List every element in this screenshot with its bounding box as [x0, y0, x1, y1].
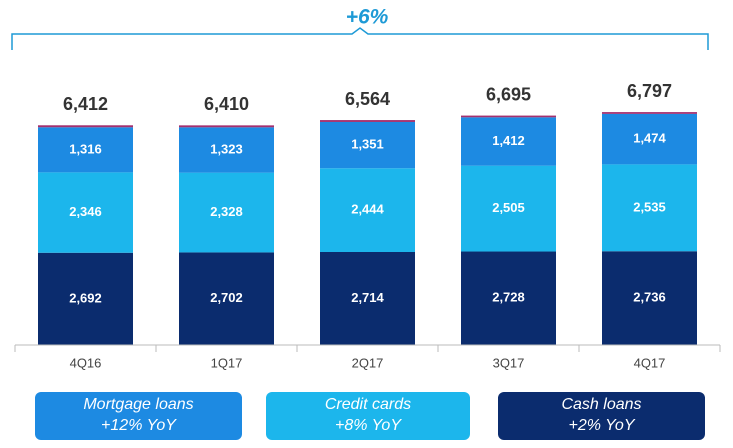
- legend-box: [498, 392, 705, 440]
- value-label: 2,328: [210, 204, 243, 219]
- bar-segment: [38, 252, 133, 345]
- bar-segment: [602, 164, 697, 252]
- total-label: 6,564: [345, 89, 390, 109]
- value-label: 2,692: [69, 290, 102, 305]
- total-label: 6,410: [204, 94, 249, 114]
- bar-segment: [320, 252, 415, 345]
- bar-segment: [320, 120, 415, 122]
- value-label: 1,351: [351, 137, 384, 152]
- x-tick-label: 4Q16: [70, 355, 102, 370]
- x-tick-label: 2Q17: [352, 355, 384, 370]
- value-label: 2,714: [351, 290, 384, 305]
- value-label: 1,474: [633, 131, 666, 146]
- bar-segment: [179, 125, 274, 128]
- value-label: 1,412: [492, 133, 525, 148]
- bar-segment: [320, 168, 415, 253]
- bar-segment: [602, 112, 697, 114]
- legend-yoy: +12% YoY: [101, 417, 177, 434]
- legend-name: Credit cards: [325, 396, 411, 413]
- legend-name: Cash loans: [561, 396, 641, 413]
- bar-segment: [461, 251, 556, 345]
- bar-segment: [38, 127, 133, 173]
- value-label: 2,444: [351, 202, 384, 217]
- legend-yoy: +8% YoY: [335, 417, 402, 434]
- bar-segment: [461, 117, 556, 166]
- legend-box: [35, 392, 242, 440]
- total-label: 6,797: [627, 81, 672, 101]
- bar-segment: [602, 251, 697, 345]
- total-label: 6,695: [486, 84, 531, 104]
- bar-segment: [179, 127, 274, 173]
- bracket: [11, 27, 709, 50]
- value-label: 2,535: [633, 199, 666, 214]
- legend-box: [266, 392, 470, 440]
- legend-name: Mortgage loans: [83, 396, 193, 413]
- annotation: +6%: [346, 6, 389, 29]
- bar-segment: [38, 172, 133, 253]
- value-label: 1,323: [210, 141, 243, 156]
- value-label: 2,346: [69, 204, 102, 219]
- bar-segment: [461, 165, 556, 252]
- bar-segment: [38, 125, 133, 128]
- value-label: 2,736: [633, 290, 666, 305]
- x-tick-label: 4Q17: [634, 355, 666, 370]
- x-tick-label: 3Q17: [493, 355, 525, 370]
- x-tick-label: 1Q17: [211, 355, 243, 370]
- bar-segment: [179, 252, 274, 345]
- bar-segment: [179, 172, 274, 253]
- legend-yoy: +2% YoY: [569, 417, 636, 434]
- value-label: 2,702: [210, 290, 243, 305]
- value-label: 2,505: [492, 200, 525, 215]
- bar-segment: [602, 113, 697, 165]
- bar-segment: [320, 121, 415, 169]
- value-label: 1,316: [69, 141, 102, 156]
- total-label: 6,412: [63, 94, 108, 114]
- bar-segment: [461, 115, 556, 118]
- value-label: 2,728: [492, 290, 525, 305]
